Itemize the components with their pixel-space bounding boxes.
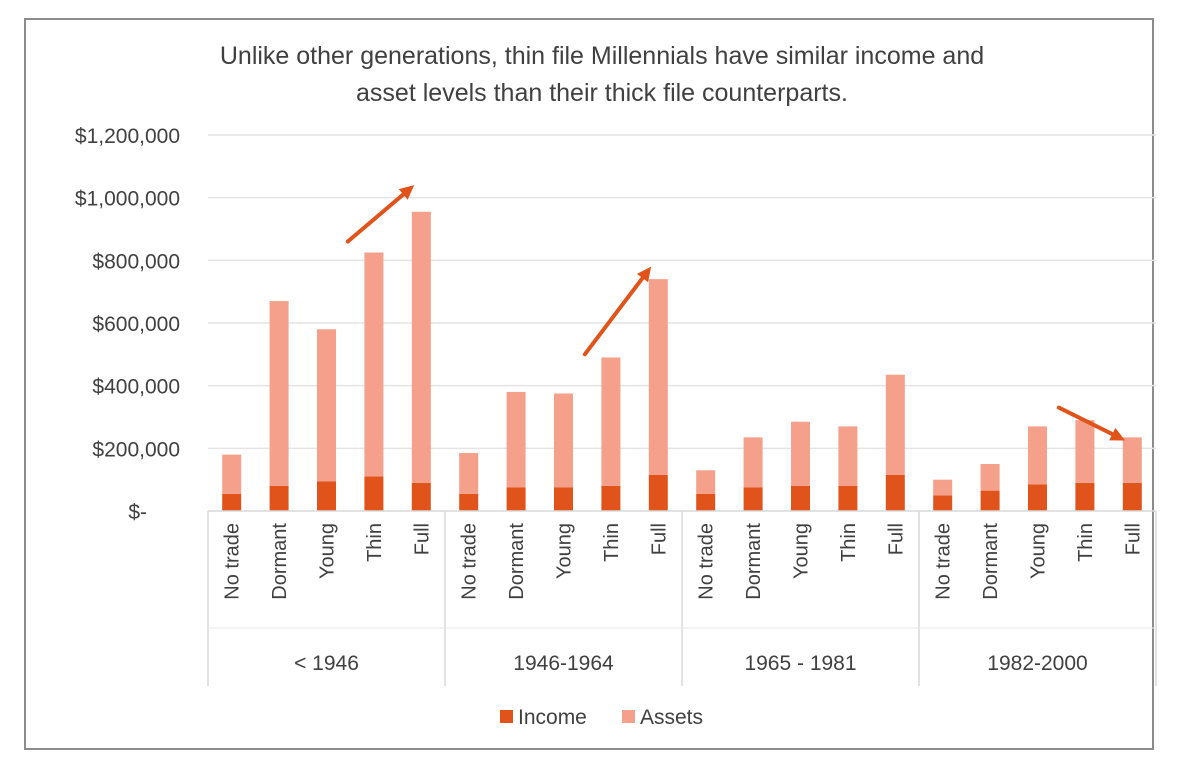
bar-assets-14	[885, 374, 905, 475]
x-tick-label: Dormant	[743, 523, 765, 600]
annotation-arrow	[1056, 405, 1126, 441]
chart-title-line-2: asset levels than their thick file count…	[356, 79, 848, 107]
bar-assets-6	[506, 391, 526, 488]
bars	[222, 211, 1142, 511]
bar-assets-2	[317, 329, 336, 482]
bar-assets-15	[933, 479, 953, 496]
x-tick-label: Young	[1028, 523, 1050, 579]
x-tick-label: Dormant	[269, 523, 291, 600]
x-tick-label: Young	[554, 523, 576, 579]
x-tick-label: Thin	[838, 523, 860, 562]
x-tick-label: Dormant	[506, 523, 528, 600]
bar-income-0	[222, 493, 242, 511]
bar-assets-9	[648, 279, 668, 475]
arrow-shaft	[345, 191, 407, 244]
x-tick-label: Full	[411, 523, 433, 555]
legend-swatch-assets	[622, 710, 635, 723]
x-group-label: 1982-2000	[987, 652, 1087, 675]
bar-assets-4	[411, 211, 431, 483]
legend-label-assets: Assets	[640, 706, 703, 729]
bar-income-8	[601, 485, 621, 511]
x-tick-label: Young	[317, 523, 339, 579]
y-tick-label: $200,000	[92, 438, 180, 461]
gridlines	[208, 134, 1156, 450]
x-group-label: 1965 - 1981	[744, 652, 856, 675]
x-tick-label: No trade	[933, 523, 955, 600]
bar-assets-8	[601, 357, 621, 486]
y-tick-label: $1,000,000	[75, 188, 180, 211]
bar-income-10	[696, 493, 716, 511]
x-tick-label: Full	[648, 523, 670, 555]
bar-income-17	[1028, 484, 1047, 511]
bar-income-3	[364, 476, 384, 511]
legend: Income Assets	[500, 706, 703, 729]
bar-assets-5	[459, 453, 479, 494]
x-tick-label: Thin	[1075, 523, 1097, 562]
bar-income-15	[933, 495, 953, 511]
y-tick-label: $1,200,000	[75, 125, 180, 148]
bar-assets-18	[1075, 420, 1095, 483]
arrow-head	[398, 185, 415, 200]
bar-income-4	[411, 482, 431, 511]
x-tick-label: No trade	[459, 523, 481, 600]
bar-income-12	[791, 485, 810, 511]
bar-income-18	[1075, 482, 1095, 511]
x-tick-label: Full	[1122, 523, 1144, 555]
bar-income-7	[554, 487, 573, 511]
bar-income-2	[317, 481, 336, 511]
legend-swatch-income	[500, 710, 513, 723]
x-tick-label: No trade	[696, 523, 718, 600]
bar-assets-16	[980, 464, 1000, 491]
bar-income-6	[506, 487, 526, 511]
bar-income-19	[1122, 482, 1142, 511]
arrow-shaft	[582, 274, 646, 357]
bar-income-1	[269, 485, 289, 511]
x-tick-label: Thin	[364, 523, 386, 562]
bar-assets-17	[1028, 426, 1047, 485]
bar-assets-1	[269, 301, 289, 486]
y-tick-label: $400,000	[92, 376, 180, 399]
bar-assets-3	[364, 252, 384, 477]
bar-income-9	[648, 474, 668, 511]
bar-income-13	[838, 485, 858, 511]
bar-assets-7	[554, 393, 573, 488]
x-group-label: < 1946	[294, 652, 359, 675]
y-tick-label: $-	[128, 501, 147, 524]
bar-assets-10	[696, 470, 716, 494]
x-tick-label: Young	[791, 523, 813, 579]
bar-assets-19	[1122, 437, 1142, 483]
y-tick-label: $600,000	[92, 313, 180, 336]
annotation-arrows	[345, 185, 1126, 441]
y-tick-label: $800,000	[92, 250, 180, 273]
annotation-arrow	[582, 266, 652, 357]
bar-income-11	[743, 487, 763, 511]
chart-title-line-1: Unlike other generations, thin file Mill…	[220, 42, 984, 70]
bar-income-16	[980, 490, 1000, 511]
x-tick-label: Dormant	[980, 523, 1002, 600]
legend-label-income: Income	[518, 706, 587, 729]
bar-assets-12	[791, 421, 810, 486]
bar-assets-11	[743, 437, 763, 488]
x-tick-label: No trade	[222, 523, 244, 600]
bar-assets-13	[838, 426, 858, 486]
arrow-head	[1109, 427, 1126, 441]
x-axis: No trade Dormant Young Thin Full < 1946 No tra…	[207, 510, 1157, 686]
y-axis-ticks: $- $200,000 $400,000 $600,000 $800,000 $1,000…	[75, 125, 180, 524]
bar-assets-0	[222, 454, 242, 494]
annotation-arrow	[345, 185, 415, 244]
arrow-shaft	[1056, 405, 1116, 437]
x-tick-label: Full	[885, 523, 907, 555]
x-group-label: 1946-1964	[513, 652, 614, 675]
x-tick-label: Thin	[601, 523, 623, 562]
bar-income-5	[459, 493, 479, 511]
arrow-head	[636, 266, 652, 283]
bar-income-14	[885, 474, 905, 511]
